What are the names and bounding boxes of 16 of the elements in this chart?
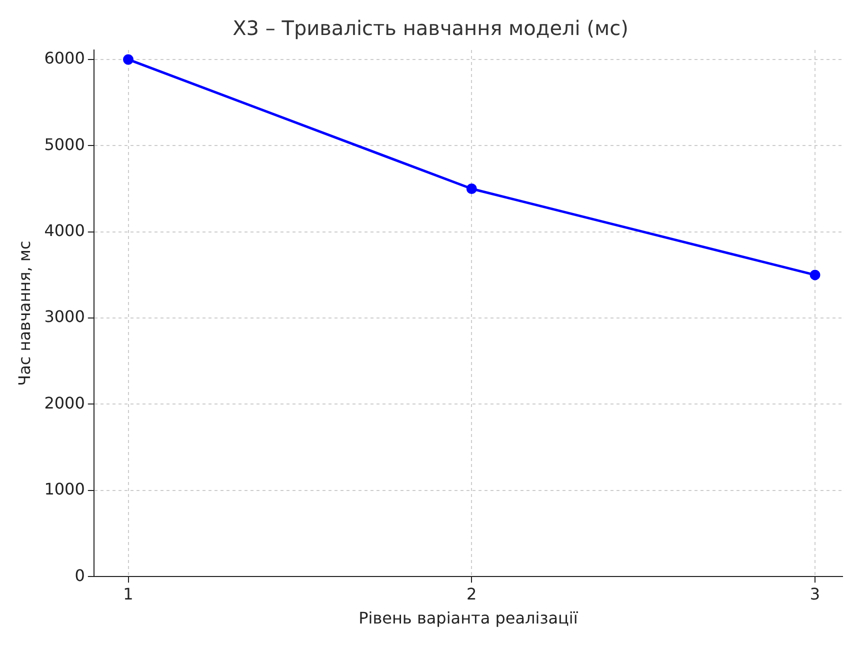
point bbox=[123, 54, 134, 65]
y-tick-label: 0 bbox=[74, 566, 85, 585]
y-axis-title: Час навчання, мс bbox=[14, 240, 34, 386]
y-tick-label: 1000 bbox=[44, 480, 85, 499]
y-tick-label: 6000 bbox=[44, 48, 85, 68]
y-tick-label: 5000 bbox=[44, 134, 85, 154]
point bbox=[810, 270, 820, 280]
y-tick-label: 4000 bbox=[44, 221, 85, 240]
point bbox=[466, 184, 477, 194]
chart-title: X3 – Тривалість навчання моделі (мс) bbox=[232, 16, 628, 40]
x-tick-label: 3 bbox=[810, 584, 820, 604]
y-tick-label: 2000 bbox=[44, 393, 85, 412]
x-tick-label: 1 bbox=[123, 584, 134, 604]
x-tick-label: 2 bbox=[466, 584, 477, 604]
x-axis-title: Рівень варіанта реалізації bbox=[358, 608, 578, 628]
y-tick-label: 3000 bbox=[44, 307, 85, 326]
